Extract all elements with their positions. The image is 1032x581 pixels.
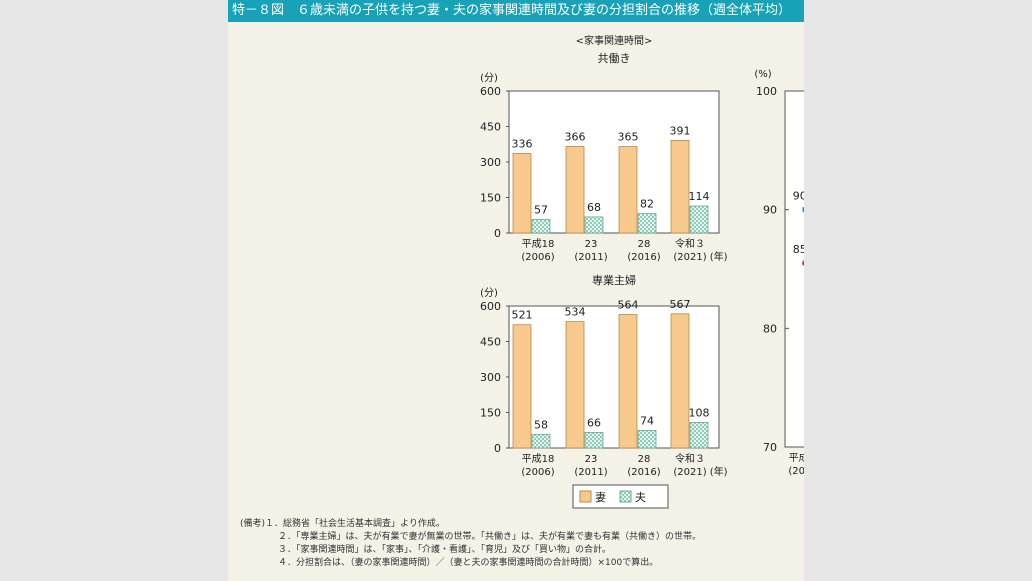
x-tick-label: 平成18	[522, 238, 555, 250]
y-tick-label: 100	[756, 85, 777, 98]
plot-area	[784, 90, 804, 448]
data-label-husband: 66	[587, 416, 601, 429]
bar-husband	[531, 433, 551, 449]
data-label-wife: 336	[512, 137, 533, 150]
data-point	[802, 260, 804, 266]
data-label-husband: 108	[689, 406, 710, 419]
bar-wife	[618, 314, 638, 449]
bar-wife	[670, 140, 690, 234]
data-label-husband: 82	[640, 198, 654, 211]
legend-swatch-wife	[579, 490, 592, 503]
data-label-husband: 74	[640, 414, 654, 427]
x-unit-label: (年)	[710, 250, 728, 263]
legend-swatch-husband	[619, 490, 632, 503]
y-tick-label: 80	[763, 322, 777, 335]
bar-husband	[637, 430, 657, 449]
chart-title: 共働き	[598, 52, 631, 65]
data-label-wife: 521	[512, 309, 533, 322]
y-tick-label: 450	[480, 336, 501, 349]
data-label-wife: 564	[618, 299, 639, 312]
x-tick-label: (2006)	[521, 252, 554, 263]
x-tick-label: (2016)	[627, 252, 660, 263]
legend-label-husband: 夫	[635, 491, 646, 504]
x-tick-label: 23	[585, 239, 598, 250]
note-2: ２．「専業主婦」は、夫が有業で妻が無業の世帯。「共働き」は、夫が有業で妻も有業（…	[278, 532, 702, 542]
bar-wife	[512, 153, 532, 234]
data-label-wife: 567	[670, 298, 691, 311]
bar-husband	[689, 422, 709, 449]
data-point	[802, 207, 804, 213]
data-label: 85.5	[793, 243, 804, 256]
y-tick-label: 0	[494, 442, 501, 455]
note-1: (備考)１．総務省「社会生活基本調査」より作成。	[240, 519, 445, 529]
x-tick-label: (2006)	[788, 466, 804, 477]
y-tick-label: 300	[480, 156, 501, 169]
y-tick-label: 150	[480, 407, 501, 420]
bar-husband	[584, 431, 604, 449]
x-tick-label: (2011)	[574, 467, 607, 478]
data-label-husband: 58	[534, 418, 548, 431]
y-tick-label: 70	[763, 441, 777, 454]
y-tick-label: 600	[480, 85, 501, 98]
y-tick-label: 600	[480, 300, 501, 313]
y-tick-label: 150	[480, 192, 501, 205]
x-tick-label: (2006)	[521, 467, 554, 478]
charts: <家事関連時間>0150300450600(分)共働き3365736668365…	[480, 34, 804, 509]
figure-panel: 特－８図 ６歳未満の子供を持つ妻・夫の家事関連時間及び妻の分担割合の推移（週全体…	[228, 0, 804, 581]
figure-title: 特－８図 ６歳未満の子供を持つ妻・夫の家事関連時間及び妻の分担割合の推移（週全体…	[228, 0, 804, 22]
x-tick-label: 平成18	[522, 453, 555, 465]
y-axis-label: (分)	[480, 287, 498, 299]
bar-husband	[689, 205, 709, 234]
bar-husband	[637, 213, 657, 234]
x-tick-label: 令和３	[675, 452, 705, 465]
bar-wife	[565, 321, 585, 449]
legend-label-wife: 妻	[595, 491, 606, 504]
data-label-husband: 68	[587, 201, 601, 214]
notes: (備考)１．総務省「社会生活基本調査」より作成。 ２．「専業主婦」は、夫が有業で…	[240, 518, 701, 570]
x-tick-label: (2011)	[574, 252, 607, 263]
y-tick-label: 0	[494, 227, 501, 240]
data-label-husband: 114	[689, 190, 710, 203]
y-axis-label: (分)	[480, 72, 498, 84]
bar-wife	[512, 324, 532, 449]
data-label-husband: 57	[534, 204, 548, 217]
data-label-wife: 534	[565, 306, 586, 319]
x-unit-label: (年)	[710, 465, 728, 478]
x-tick-label: 平成18	[789, 452, 804, 464]
x-tick-label: (2016)	[627, 467, 660, 478]
bar-husband	[531, 219, 551, 234]
x-tick-label: (2021)	[673, 252, 706, 263]
data-label-wife: 366	[565, 130, 586, 143]
data-label-wife: 365	[618, 131, 639, 144]
y-tick-label: 300	[480, 371, 501, 384]
note-4: ４．分担割合は、（妻の家事関連時間）／（妻と夫の家事関連時間の合計時間）×100…	[278, 558, 659, 568]
bar-wife	[565, 145, 585, 234]
x-tick-label: 28	[638, 239, 651, 250]
y-tick-label: 90	[763, 204, 777, 217]
x-tick-label: 令和３	[675, 237, 705, 250]
note-3: ３．「家事関連時間」は、「家事」、「介護・看護」、「育児」及び「買い物」の合計。	[278, 545, 612, 555]
x-tick-label: 28	[638, 454, 651, 465]
x-tick-label: (2021)	[673, 467, 706, 478]
bar-wife	[670, 313, 690, 449]
data-label-wife: 391	[670, 124, 691, 137]
bar-husband	[584, 216, 604, 234]
x-tick-label: 23	[585, 454, 598, 465]
data-label: 90.0	[793, 190, 804, 203]
y-tick-label: 450	[480, 121, 501, 134]
section-title-hours: <家事関連時間>	[576, 34, 653, 47]
bar-wife	[618, 146, 638, 234]
chart-title: 専業主婦	[592, 273, 636, 287]
y-axis-label: (%)	[754, 69, 771, 80]
